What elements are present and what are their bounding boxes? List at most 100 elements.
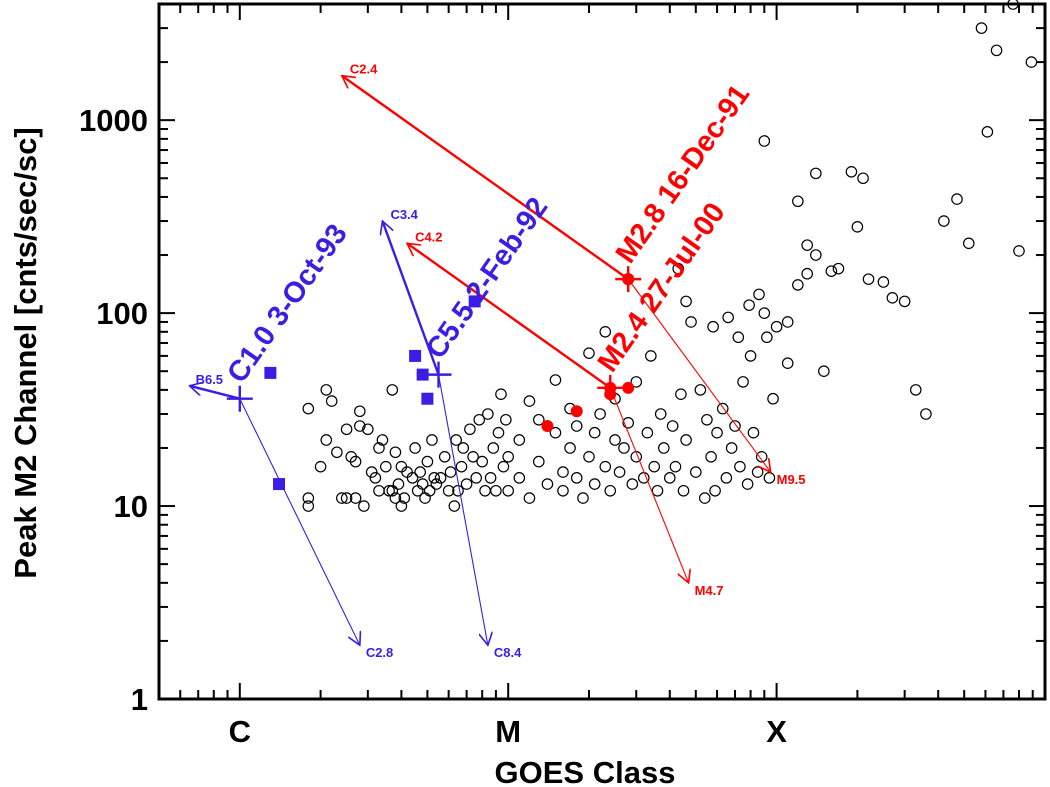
data-point [395, 500, 408, 512]
data-point [857, 172, 869, 185]
data-point [452, 484, 464, 497]
data-point [354, 405, 366, 418]
data-point [583, 347, 595, 359]
data-point [675, 388, 687, 400]
data-point [482, 408, 494, 420]
data-point [349, 455, 362, 468]
data-point [951, 193, 963, 205]
data-point [302, 492, 315, 504]
data-point [564, 442, 576, 454]
event-arrow-label: C2.4 [350, 62, 378, 77]
data-point [467, 451, 479, 463]
data-point [792, 279, 804, 291]
data-point-blue [468, 295, 481, 308]
event-arrow-label: B6.5 [196, 372, 223, 387]
data-point [362, 423, 374, 436]
data-point [373, 484, 385, 497]
data-point [725, 442, 738, 454]
data-point [669, 460, 682, 473]
data-point [392, 478, 405, 490]
data-point [630, 376, 643, 388]
data-point [599, 460, 612, 473]
data-point [734, 460, 746, 473]
data-point [490, 484, 502, 497]
data-point [801, 267, 813, 280]
x-tick-label: X [766, 714, 787, 749]
data-point [438, 451, 451, 463]
data-point [920, 408, 932, 420]
data-point [851, 221, 864, 233]
data-point-blue [421, 392, 434, 405]
event-title: C5.5 2-Feb-92 [420, 192, 554, 365]
data-point [444, 466, 457, 478]
data-point [743, 299, 755, 311]
data-point [513, 472, 526, 484]
data-point [414, 466, 426, 478]
data-point [426, 434, 438, 446]
data-point [500, 413, 512, 426]
data-point [818, 365, 830, 377]
data-point [744, 350, 757, 362]
data-point [975, 22, 988, 34]
data-point [428, 472, 440, 484]
data-point [645, 350, 657, 362]
data-point [763, 472, 776, 484]
data-point-blue [264, 366, 277, 379]
data-point [626, 478, 639, 490]
data-point [302, 500, 315, 512]
data-point [470, 472, 483, 484]
y-tick-label: 10 [114, 489, 148, 524]
data-point [711, 426, 723, 439]
data-point [340, 423, 353, 436]
event-group: C4.2M4.7M2.4 27-Jul-00 [407, 197, 732, 598]
data-point [747, 426, 760, 439]
data-point [389, 446, 402, 459]
data-point [613, 466, 626, 478]
event-arrow-label: C4.2 [415, 229, 442, 244]
data-point [654, 408, 667, 420]
data-point [680, 295, 692, 308]
data-point-blue [409, 349, 422, 362]
data-point [666, 420, 679, 432]
y-axis-label: Peak M2 Channel [cnts/sec/sc] [8, 127, 43, 578]
data-point [716, 402, 729, 415]
data-point [845, 165, 858, 178]
data-point [685, 316, 697, 328]
data-point [442, 484, 455, 497]
y-tick-label: 1 [131, 682, 148, 717]
data-point [416, 478, 429, 490]
data-point [577, 492, 589, 504]
data-point [781, 357, 794, 370]
event-title: C1.0 3-Oct-93 [221, 219, 354, 389]
data-point [753, 288, 765, 301]
data-point [770, 320, 783, 333]
event-arrow-label: C2.8 [366, 645, 393, 660]
data-point [909, 384, 922, 396]
event-arrow [342, 76, 629, 281]
data-point [532, 455, 545, 468]
y-tick-label: 1000 [79, 103, 148, 138]
data-point [497, 460, 510, 473]
event-arrow [239, 398, 360, 645]
data-point [570, 420, 583, 432]
data-point [365, 466, 378, 478]
data-point [618, 442, 630, 454]
data-point [832, 262, 845, 275]
data-point [373, 442, 385, 454]
data-point [314, 460, 327, 473]
data-point [448, 500, 461, 512]
data-point [705, 451, 717, 463]
data-point [741, 478, 754, 490]
data-point [594, 408, 606, 420]
event-group: B6.5 C2.8 C1.0 3-Oct-93 [190, 219, 393, 660]
data-point [389, 492, 402, 504]
x-tick-label: C [229, 714, 251, 749]
data-point [320, 434, 333, 446]
data-point [707, 320, 719, 333]
data-point [331, 446, 343, 459]
data-point [532, 413, 545, 426]
event-group: C2.4M9.5M2.8 16-Dec-91 [342, 62, 806, 487]
data-point [523, 492, 536, 504]
data-point [583, 451, 595, 463]
